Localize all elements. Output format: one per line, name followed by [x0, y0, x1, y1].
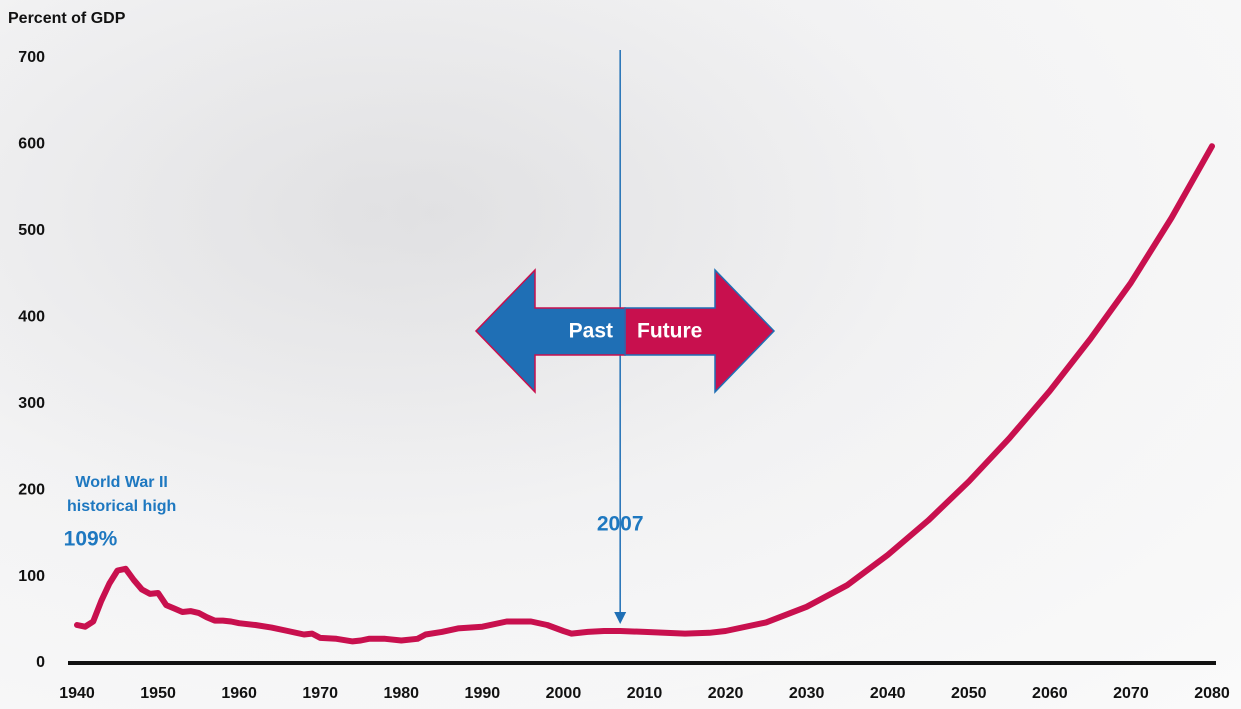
- peak-label: 109%: [64, 528, 118, 551]
- x-tick-label: 2030: [789, 685, 825, 702]
- x-tick-label: 2070: [1113, 685, 1149, 702]
- divider-label: 2007: [597, 513, 644, 536]
- x-tick-label: 2080: [1194, 685, 1230, 702]
- x-tick-label: 2000: [546, 685, 582, 702]
- x-tick-label: 2060: [1032, 685, 1068, 702]
- y-tick-label: 500: [18, 222, 45, 239]
- x-tick-label: 2040: [870, 685, 906, 702]
- y-tick-label: 0: [36, 654, 45, 671]
- x-tick-label: 1990: [465, 685, 501, 702]
- x-tick-label: 1980: [383, 685, 419, 702]
- y-tick-label: 700: [18, 49, 45, 66]
- y-tick-label: 200: [18, 481, 45, 498]
- future-label: Future: [637, 320, 702, 343]
- y-tick-label: 400: [18, 309, 45, 326]
- x-tick-label: 2020: [708, 685, 744, 702]
- past-label: Past: [569, 320, 613, 343]
- page: Percent of GDP 0 100 200 300 400 500 600 700 194…: [0, 0, 1241, 709]
- x-tick-label: 2050: [951, 685, 987, 702]
- x-tick-label: 1970: [302, 685, 338, 702]
- y-tick-label: 600: [18, 136, 45, 153]
- x-tick-label: 2010: [627, 685, 663, 702]
- y-tick-label: 300: [18, 395, 45, 412]
- x-tick-label: 1940: [59, 685, 95, 702]
- x-tick-label: 1960: [221, 685, 257, 702]
- y-tick-label: 100: [18, 568, 45, 585]
- y-axis-title: Percent of GDP: [8, 10, 126, 27]
- chart: Percent of GDP 0 100 200 300 400 500 600 700 194…: [0, 0, 1241, 709]
- x-tick-label: 1950: [140, 685, 176, 702]
